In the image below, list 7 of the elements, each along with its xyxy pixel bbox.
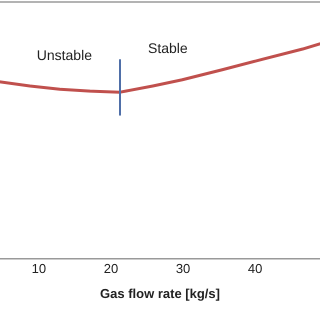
x-tick-label: 30	[176, 261, 190, 276]
x-tick-label: 20	[104, 261, 118, 276]
x-tick-label: 40	[248, 261, 262, 276]
annotation: Stable	[148, 40, 188, 56]
x-tick-label: 10	[32, 261, 46, 276]
annotation: Unstable	[36, 46, 92, 63]
x-axis-title: Gas flow rate [kg/s]	[100, 286, 220, 301]
